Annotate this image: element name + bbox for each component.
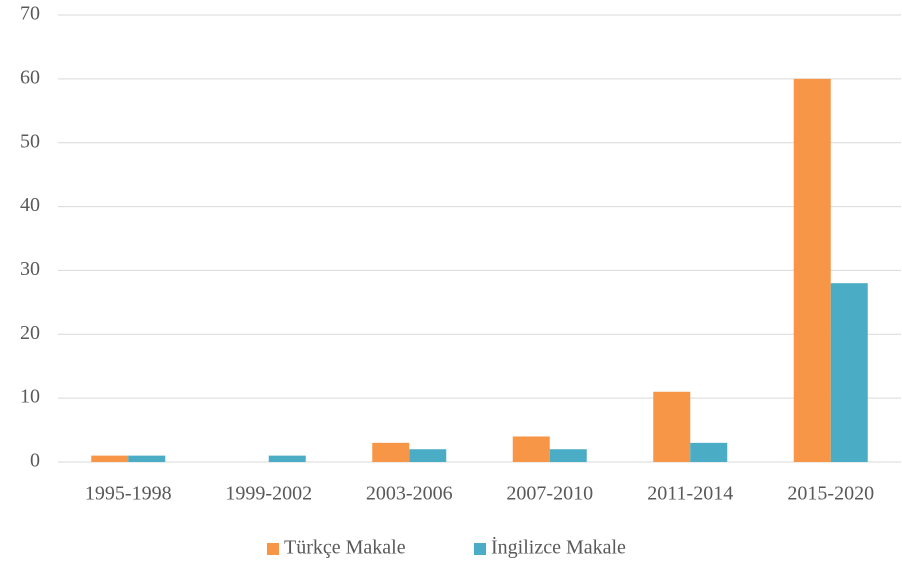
y-tick-label: 50	[20, 130, 40, 152]
bar	[690, 442, 728, 462]
y-tick-label: 10	[20, 386, 40, 408]
bar	[372, 442, 410, 462]
x-tick-label: 2011-2014	[647, 483, 733, 505]
bar	[793, 78, 831, 462]
bar	[128, 455, 166, 462]
x-tick-label: 2015-2020	[787, 483, 874, 505]
y-tick-label: 70	[20, 3, 40, 25]
y-tick-label: 40	[20, 194, 40, 216]
y-tick-label: 0	[30, 450, 40, 472]
bar	[268, 455, 306, 462]
x-tick-label: 2003-2006	[366, 483, 453, 505]
bar	[91, 455, 129, 462]
bar	[512, 436, 550, 462]
legend-label: Türkçe Makale	[284, 537, 406, 559]
y-tick-label: 20	[20, 322, 40, 344]
y-tick-label: 60	[20, 66, 40, 88]
x-tick-label: 1995-1998	[85, 483, 172, 505]
x-tick-label: 2007-2010	[506, 483, 593, 505]
bar	[830, 283, 868, 462]
legend-swatch	[474, 543, 486, 555]
bar	[549, 449, 587, 462]
bar	[653, 391, 691, 462]
y-tick-label: 30	[20, 258, 40, 280]
bar	[409, 449, 447, 462]
legend-swatch	[267, 543, 279, 555]
legend-label: İngilizce Makale	[491, 536, 626, 559]
x-tick-label: 1999-2002	[225, 483, 312, 505]
